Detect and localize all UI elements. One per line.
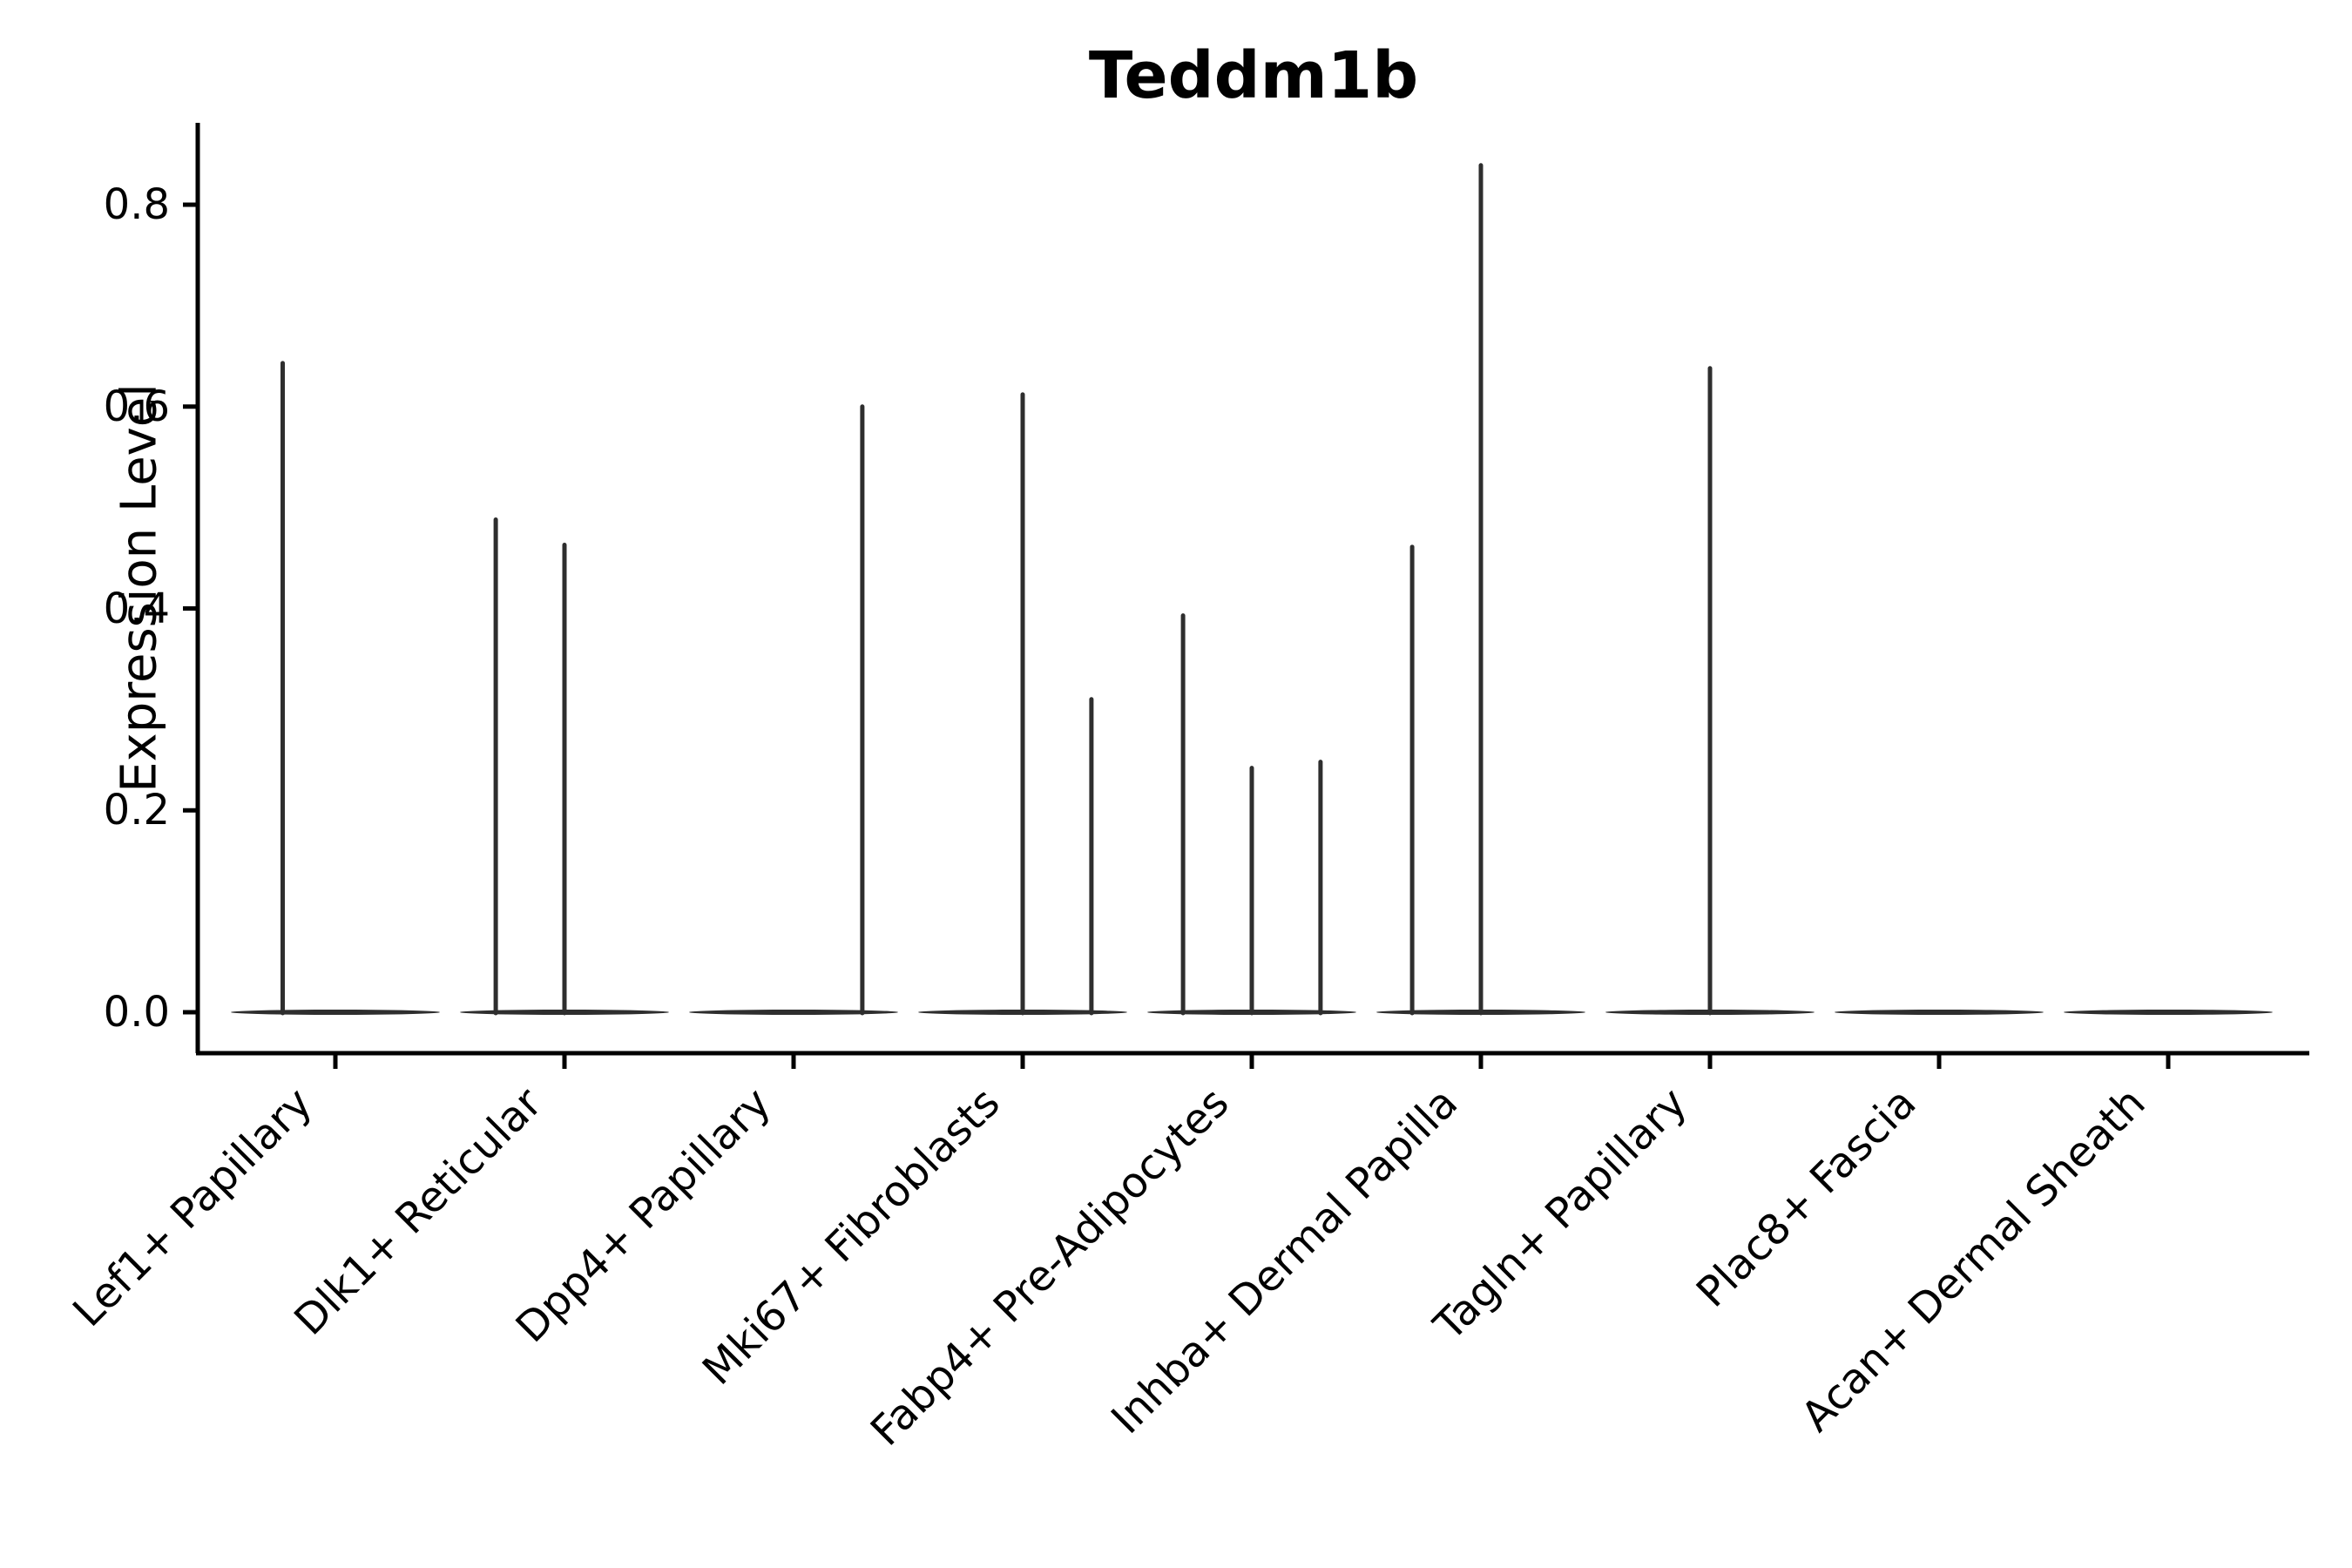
y-tick-label: 0.2	[103, 786, 170, 835]
y-tick-label: 0.6	[103, 382, 170, 431]
y-tick-label: 0.4	[103, 584, 170, 633]
y-tick-label: 0.0	[103, 988, 170, 1037]
y-tick-label: 0.8	[103, 180, 170, 229]
violin-baseline	[1835, 1010, 2044, 1015]
violin-baseline	[689, 1010, 898, 1015]
plot-title: Teddm1b	[1088, 38, 1419, 113]
violin-baseline	[231, 1010, 440, 1015]
violin-baseline	[2064, 1010, 2273, 1015]
